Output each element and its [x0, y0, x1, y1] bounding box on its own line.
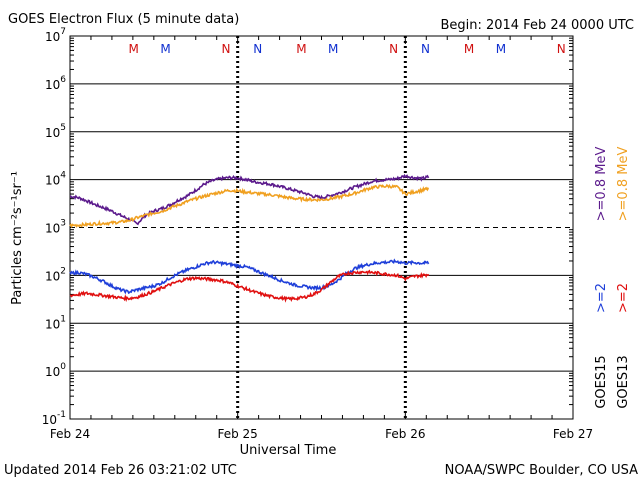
x-tick-label: Feb 25: [217, 427, 257, 441]
event-marker: M: [296, 42, 306, 56]
x-tick-label: Feb 24: [50, 427, 90, 441]
event-marker: M: [160, 42, 170, 56]
data-series: [69, 173, 430, 303]
begin-date: Begin: 2014 Feb 24 0000 UTC: [440, 18, 634, 33]
y-axis-ticks: 10-1 100 101 102 103 104 105 106 107: [42, 27, 67, 427]
updated-timestamp: Updated 2014 Feb 26 03:21:02 UTC: [4, 463, 237, 478]
goes13-08mev-label: >=0.8 MeV: [616, 147, 631, 222]
event-marker: M: [328, 42, 338, 56]
series-line-goes15_08: [69, 173, 430, 226]
chart-title: GOES Electron Flux (5 minute data): [8, 12, 239, 27]
event-marker: N: [389, 42, 398, 56]
x-tick-label: Feb 27: [553, 427, 593, 441]
event-marker: M: [496, 42, 506, 56]
event-marker: N: [253, 42, 262, 56]
y-tick-label: 105: [45, 123, 66, 140]
event-marker: N: [557, 42, 566, 56]
source-credit: NOAA/SWPC Boulder, CO USA: [445, 463, 638, 478]
plot-grid: [69, 35, 574, 420]
x-tick-label: Feb 26: [385, 427, 425, 441]
y-axis-label: Particles cm⁻²s⁻¹sr⁻¹: [10, 171, 25, 305]
x-axis-label: Universal Time: [240, 443, 337, 458]
goes15-label: GOES15: [594, 355, 609, 408]
y-tick-label: 107: [45, 27, 66, 44]
x-axis-ticks: Feb 24 Feb 25 Feb 26 Feb 27: [50, 427, 593, 441]
y-tick-label: 103: [45, 219, 66, 236]
goes15-2mev-label: >=2: [594, 283, 609, 313]
y-tick-label: 102: [45, 266, 66, 283]
event-marker: M: [464, 42, 474, 56]
y-tick-label: 100: [45, 362, 66, 379]
series-line-goes15_2: [69, 258, 430, 295]
series-line-goes13_08: [69, 183, 429, 229]
event-marker: M: [129, 42, 139, 56]
event-marker: N: [221, 42, 230, 56]
goes13-2mev-label: >=2: [616, 283, 631, 313]
event-marker: N: [421, 42, 430, 56]
y-tick-label: 106: [45, 75, 66, 92]
y-tick-label: 104: [45, 171, 66, 188]
y-tick-label: 101: [45, 314, 66, 331]
goes13-label: GOES13: [616, 355, 631, 408]
goes15-08mev-label: >=0.8 MeV: [594, 147, 609, 222]
y-tick-label: 10-1: [42, 410, 66, 427]
series-line-goes13_2: [69, 269, 430, 303]
